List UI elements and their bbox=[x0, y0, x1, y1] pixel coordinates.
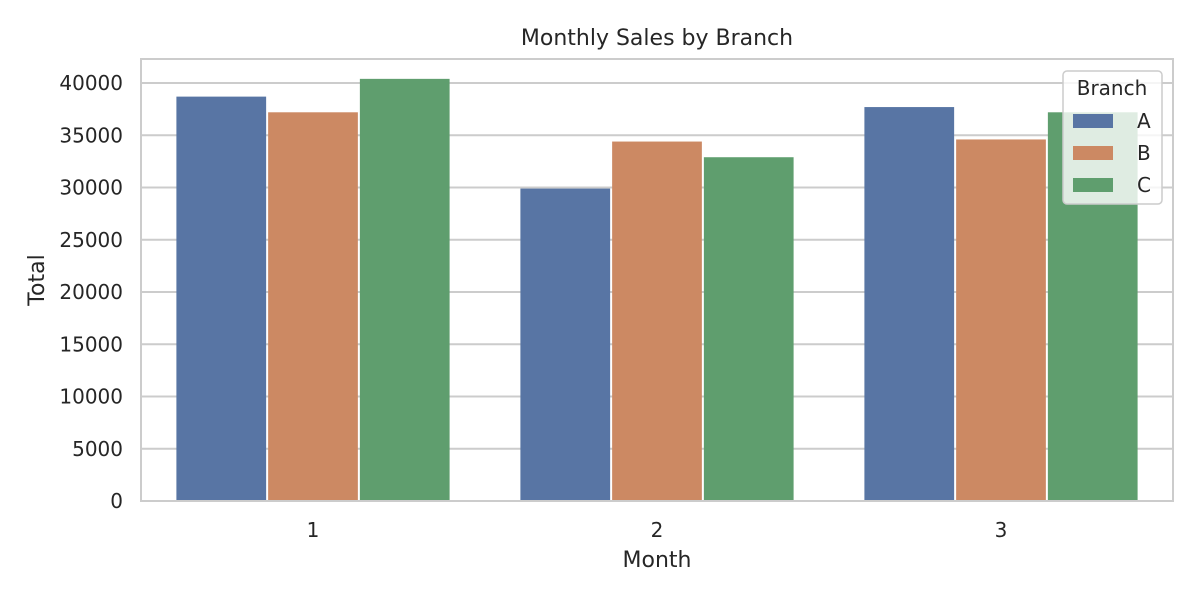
legend-label-b: B bbox=[1137, 141, 1151, 165]
chart-title: Monthly Sales by Branch bbox=[521, 26, 793, 51]
legend-items: ABC bbox=[1073, 109, 1151, 197]
bar-c-1 bbox=[359, 78, 450, 501]
x-tick-label: 2 bbox=[651, 518, 664, 542]
bar-a-3 bbox=[864, 107, 955, 501]
legend-label-c: C bbox=[1137, 173, 1151, 197]
x-axis-ticks: 1 2 3 bbox=[307, 518, 1008, 542]
legend-box bbox=[1062, 70, 1163, 205]
bar-b-1 bbox=[268, 112, 358, 502]
y-tick-label: 10000 bbox=[59, 385, 123, 409]
legend-swatch-c bbox=[1073, 178, 1113, 192]
legend-label-a: A bbox=[1137, 109, 1151, 133]
y-tick-label: 0 bbox=[110, 489, 123, 513]
x-tick-label: 3 bbox=[995, 518, 1008, 542]
y-tick-label: 5000 bbox=[72, 437, 123, 461]
bar-b-2 bbox=[612, 141, 702, 501]
bar-b-3 bbox=[956, 139, 1046, 502]
y-tick-label: 15000 bbox=[59, 332, 123, 356]
legend-title: Branch bbox=[1077, 76, 1148, 100]
y-tick-label: 35000 bbox=[59, 123, 123, 147]
legend-swatch-b bbox=[1073, 146, 1113, 160]
y-tick-label: 25000 bbox=[59, 228, 123, 252]
legend-swatch-a bbox=[1073, 114, 1113, 128]
y-tick-label: 30000 bbox=[59, 176, 123, 200]
legend: Branch ABC bbox=[1062, 70, 1163, 205]
y-tick-label: 40000 bbox=[59, 71, 123, 95]
bars bbox=[176, 78, 1138, 502]
x-axis-label: Month bbox=[623, 548, 692, 573]
bar-c-2 bbox=[703, 157, 794, 501]
bar-a-1 bbox=[176, 96, 267, 502]
y-tick-label: 20000 bbox=[59, 280, 123, 304]
plot-frame bbox=[140, 58, 1174, 502]
x-tick-label: 1 bbox=[307, 518, 320, 542]
bar-a-2 bbox=[520, 188, 611, 501]
y-axis-label: Total bbox=[25, 254, 50, 306]
y-axis-ticks: 0 5000 10000 15000 20000 25000 30000 35000 40000 bbox=[59, 71, 123, 513]
